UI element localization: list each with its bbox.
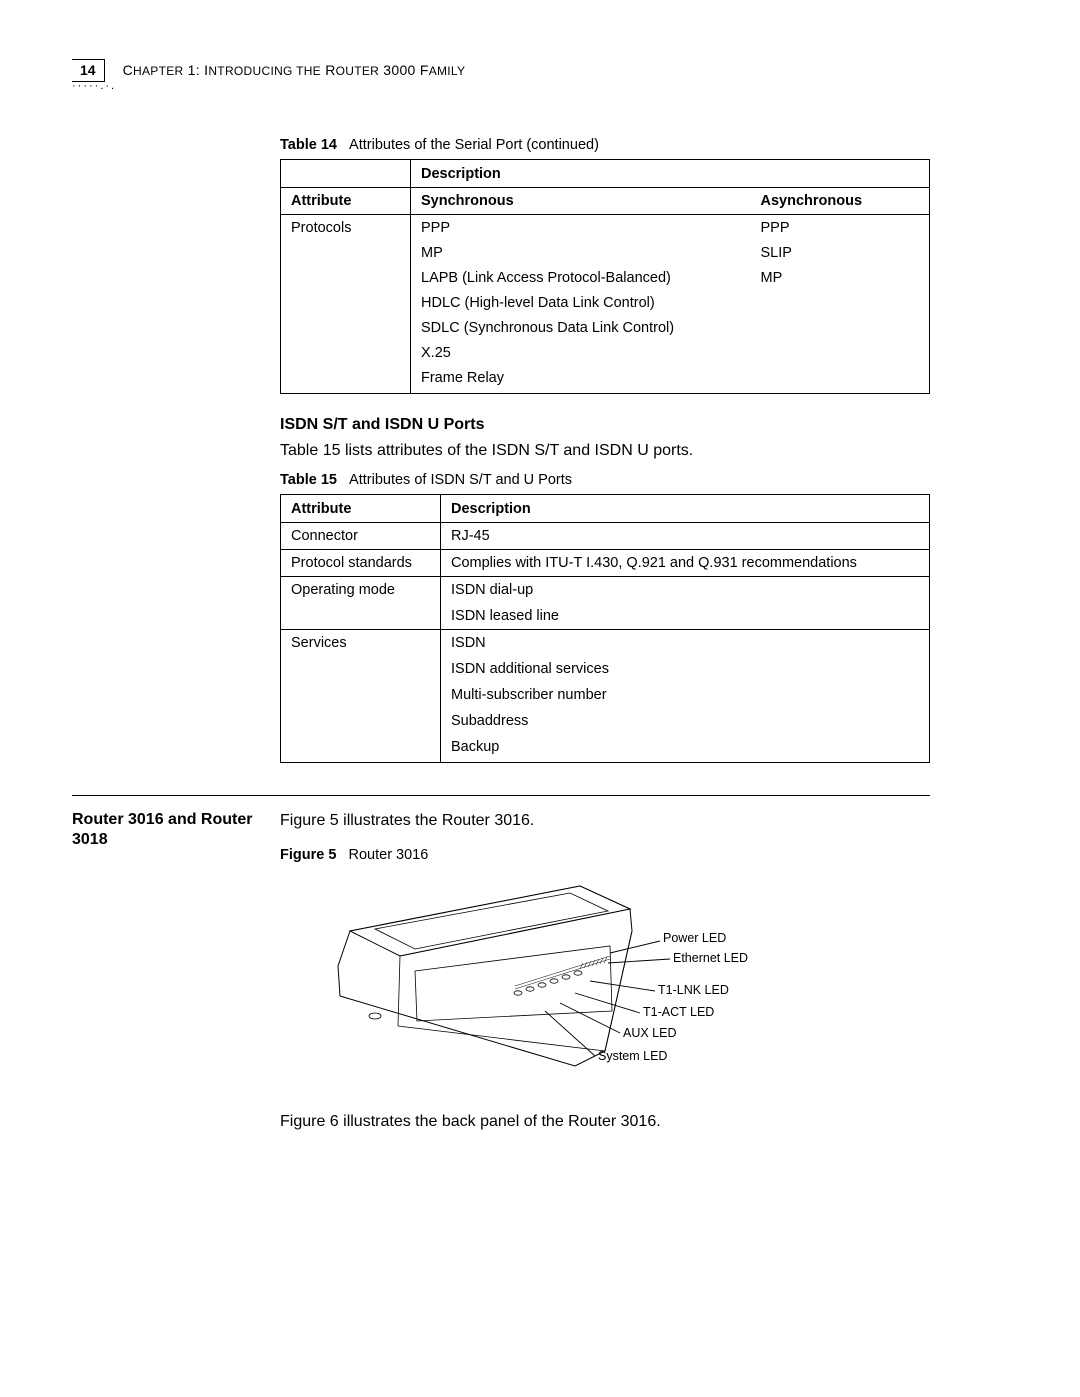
table14-row-label: Protocols <box>281 215 411 241</box>
label-t1act-led: T1-ACT LED <box>643 1005 714 1019</box>
label-aux-led: AUX LED <box>623 1026 677 1040</box>
page-number: 14 <box>72 59 105 82</box>
chapter-title: CHAPTER 1: INTRODUCING THE ROUTER 3000 F… <box>123 62 466 78</box>
label-power-led: Power LED <box>663 931 726 945</box>
table14-col-attribute: Attribute <box>281 188 411 215</box>
isdn-heading: ISDN S/T and ISDN U Ports <box>280 416 930 434</box>
router-intro: Figure 5 illustrates the Router 3016. <box>280 810 930 832</box>
table14: Description Attribute Synchronous Asynch… <box>280 159 930 394</box>
decorative-dots: ·····.·. <box>72 80 116 92</box>
label-system-led: System LED <box>598 1049 667 1063</box>
label-t1lnk-led: T1-LNK LED <box>658 983 729 997</box>
table15-caption: Table 15 Attributes of ISDN S/T and U Po… <box>280 472 930 488</box>
table14-col-async: Asynchronous <box>751 188 930 215</box>
label-ethernet-led: Ethernet LED <box>673 951 748 965</box>
table15-col-attribute: Attribute <box>281 494 441 522</box>
table14-col-description: Description <box>411 160 930 188</box>
router-closing: Figure 6 illustrates the back panel of t… <box>280 1111 930 1133</box>
figure5-router-diagram: Power LED Ethernet LED T1-LNK LED T1-ACT… <box>320 871 840 1101</box>
section-divider <box>72 795 930 796</box>
table14-col-sync: Synchronous <box>411 188 751 215</box>
figure5-caption: Figure 5 Router 3016 <box>280 847 930 863</box>
router-side-heading: Router 3016 and Router 3018 <box>72 810 260 1143</box>
isdn-intro: Table 15 lists attributes of the ISDN S/… <box>280 440 930 462</box>
table15: Attribute Description ConnectorRJ-45 Pro… <box>280 494 930 763</box>
table15-col-description: Description <box>441 494 930 522</box>
table14-caption: Table 14 Attributes of the Serial Port (… <box>280 137 930 153</box>
